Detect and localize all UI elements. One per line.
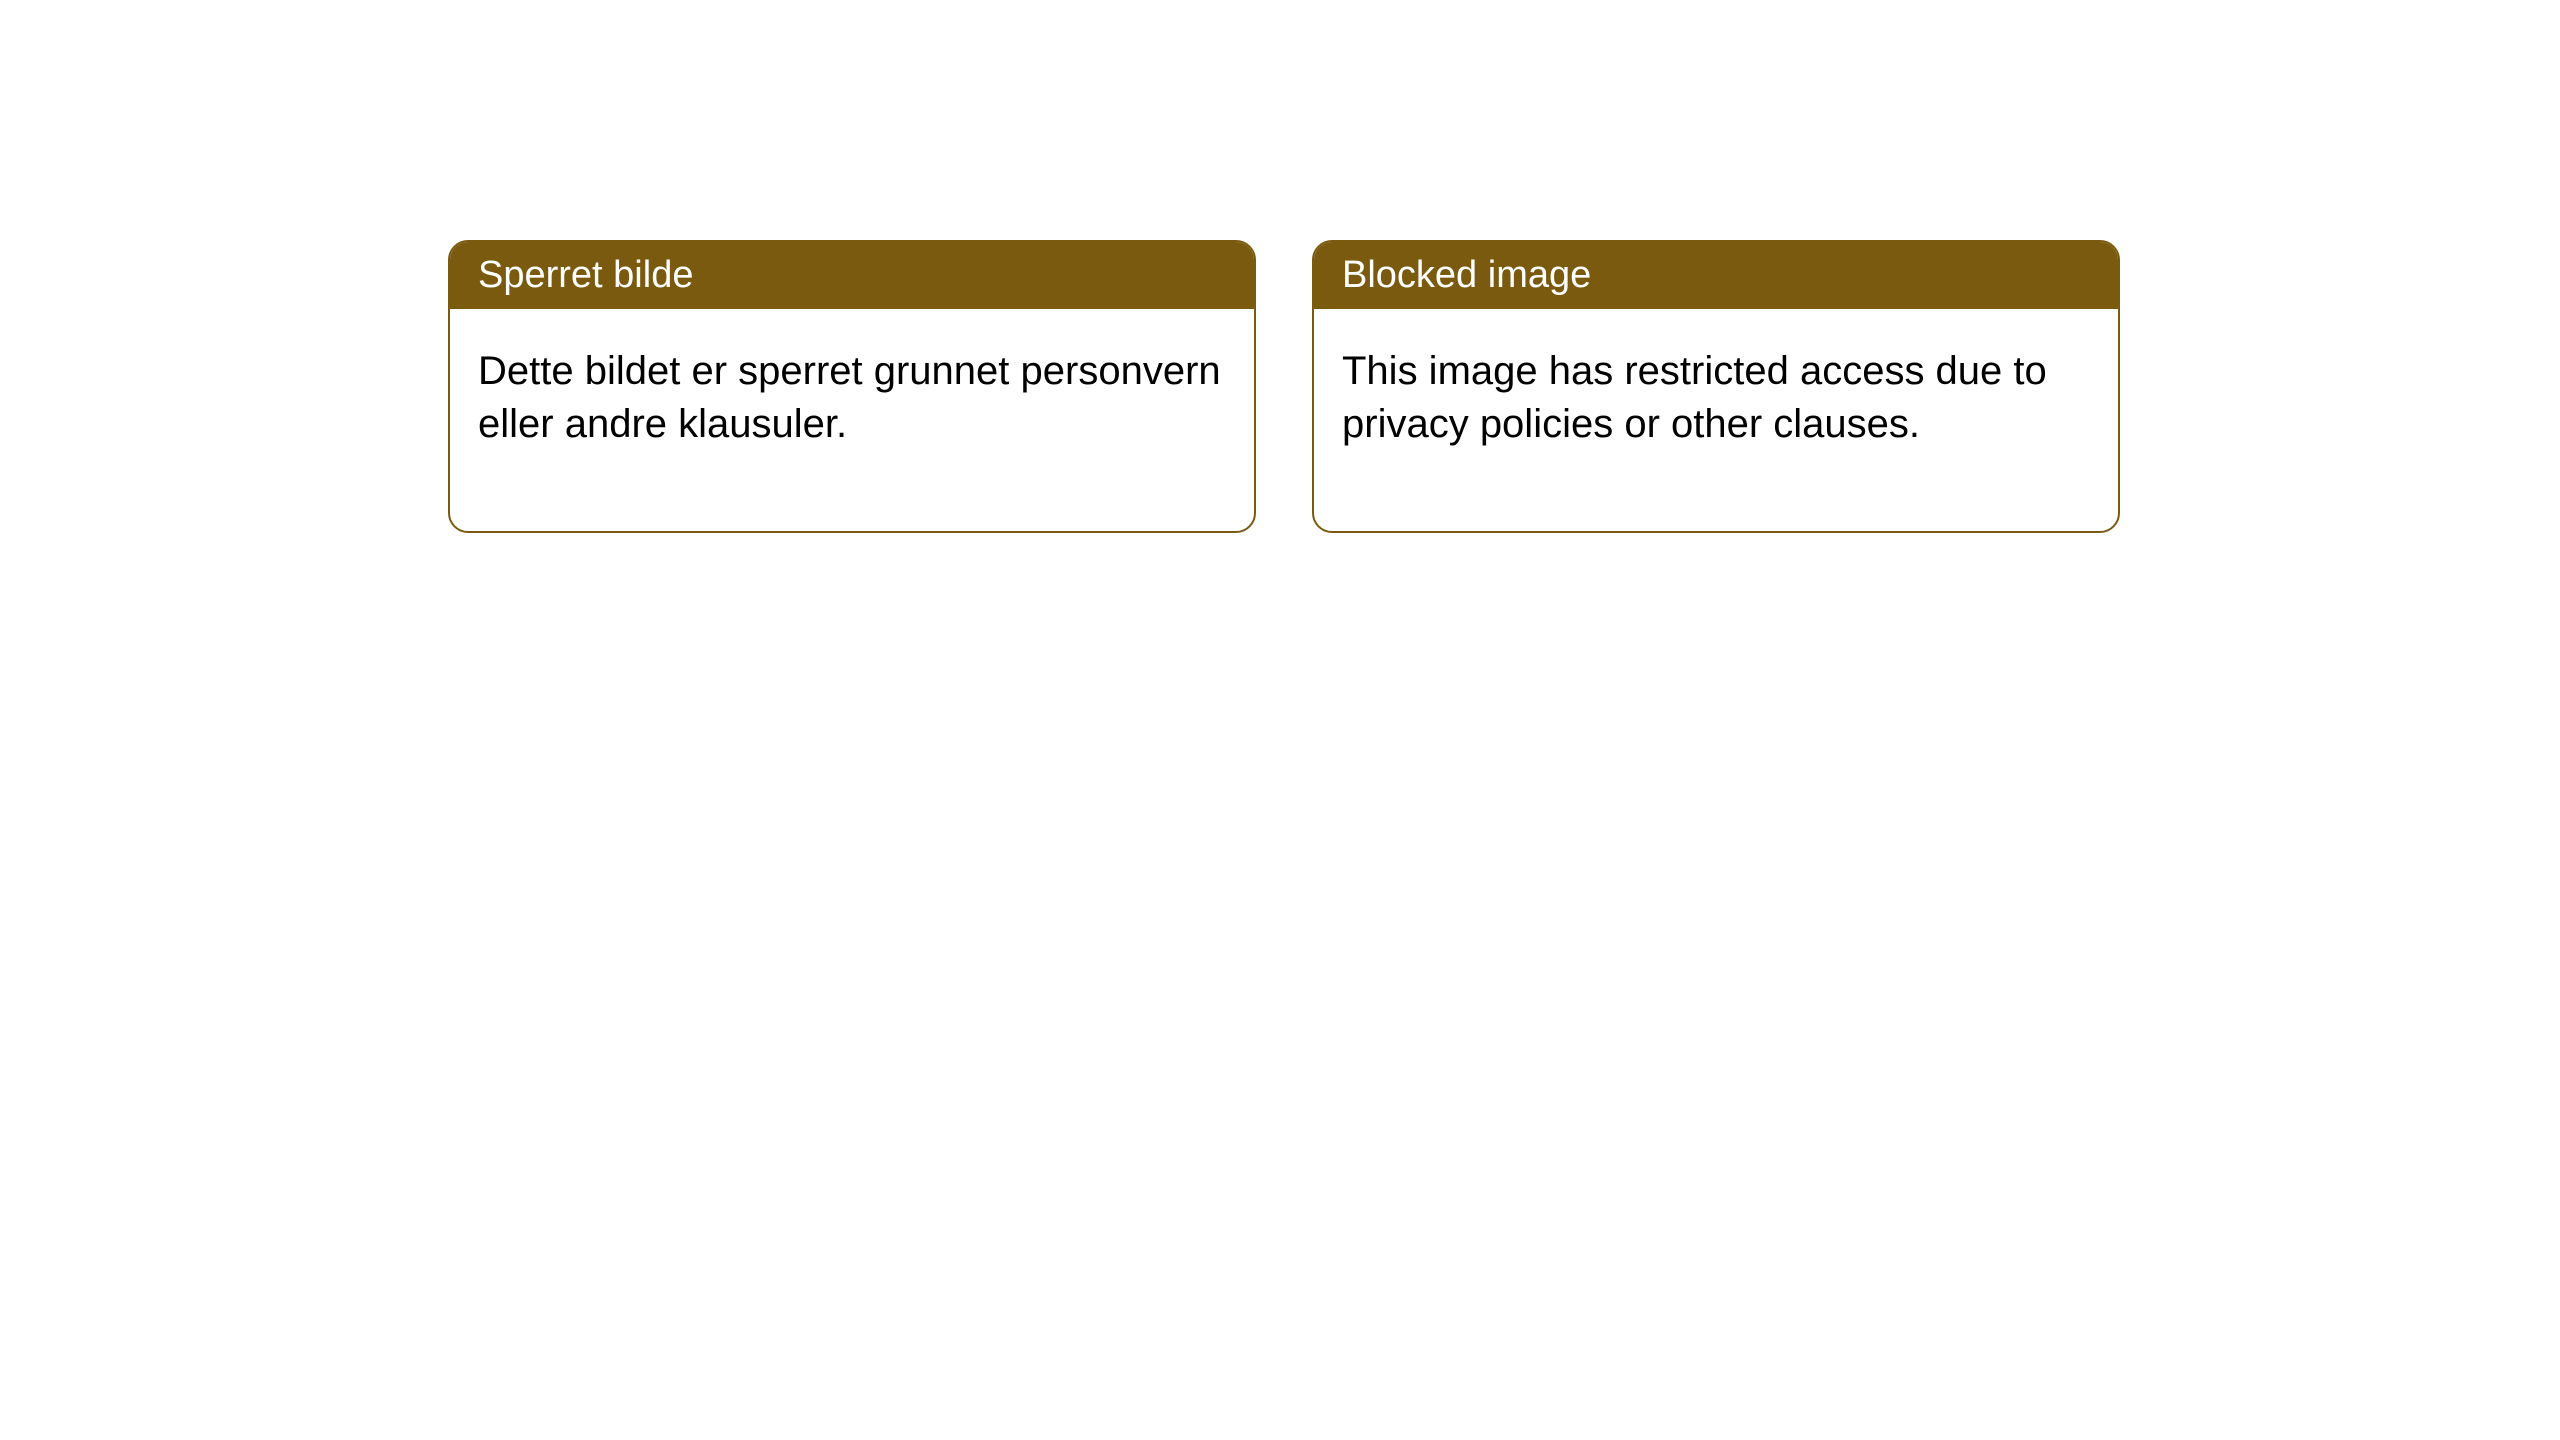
blocked-image-card-en: Blocked image This image has restricted … bbox=[1312, 240, 2120, 533]
card-body-text-en: This image has restricted access due to … bbox=[1342, 349, 2047, 446]
card-body-en: This image has restricted access due to … bbox=[1314, 309, 2118, 531]
card-title-no: Sperret bilde bbox=[478, 254, 693, 296]
card-body-text-no: Dette bildet er sperret grunnet personve… bbox=[478, 349, 1221, 446]
card-title-en: Blocked image bbox=[1342, 254, 1591, 296]
card-header-no: Sperret bilde bbox=[450, 242, 1254, 309]
cards-container: Sperret bilde Dette bildet er sperret gr… bbox=[0, 0, 2560, 533]
card-header-en: Blocked image bbox=[1314, 242, 2118, 309]
card-body-no: Dette bildet er sperret grunnet personve… bbox=[450, 309, 1254, 531]
blocked-image-card-no: Sperret bilde Dette bildet er sperret gr… bbox=[448, 240, 1256, 533]
